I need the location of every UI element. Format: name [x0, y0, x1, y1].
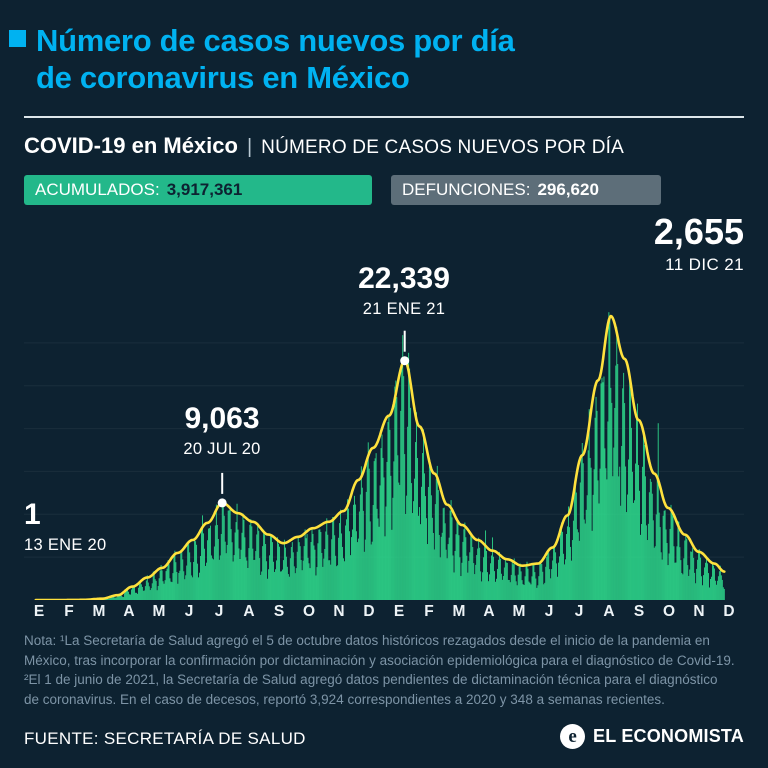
footnote-line: de coronavirus. En el caso de decesos, r…: [24, 691, 665, 707]
month-label: A: [603, 603, 615, 620]
month-label: F: [424, 603, 434, 620]
page-title-line2: de coronavirus en México: [36, 60, 410, 95]
month-label: D: [723, 603, 735, 620]
month-label: A: [243, 603, 255, 620]
month-label: J: [184, 603, 194, 620]
month-label: M: [152, 603, 166, 620]
month-label: D: [363, 603, 375, 620]
el-economista-logo-icon: e: [560, 724, 586, 749]
footnote-line: México, tras incorporar la confirmación …: [24, 652, 735, 668]
stat-badges: ACUMULADOS: 3,917,361 DEFUNCIONES: 296,6…: [24, 175, 661, 205]
subtitle-regular: NÚMERO DE CASOS NUEVOS POR DÍA: [261, 137, 624, 158]
month-label: S: [633, 603, 645, 620]
peak-annotation-jul-2020: 9,063 20 JUL 20: [183, 402, 260, 459]
accumulated-badge: ACUMULADOS: 3,917,361: [24, 175, 372, 205]
deaths-badge: DEFUNCIONES: 296,620: [391, 175, 661, 205]
latest-date: 11 DIC 21: [665, 255, 744, 274]
month-label: S: [273, 603, 285, 620]
subtitle-separator: |: [246, 136, 253, 158]
subtitle-bold: COVID-19 en México: [24, 133, 238, 158]
deaths-value: 296,620: [537, 180, 599, 199]
month-label: J: [214, 603, 224, 620]
first-case-value: 1: [24, 498, 41, 531]
peak2-date: 21 ENE 21: [362, 300, 446, 318]
month-label: O: [302, 603, 316, 620]
peak1-date: 20 JUL 20: [183, 440, 261, 458]
latest-value: 2,655: [653, 211, 744, 252]
month-label: F: [64, 603, 74, 620]
month-label: A: [483, 603, 495, 620]
accumulated-label: ACUMULADOS:: [35, 180, 160, 199]
peak2-value: 22,339: [358, 262, 450, 295]
footnote: Nota: ¹La Secretaría de Salud agregó el …: [24, 631, 748, 709]
month-label: E: [393, 603, 405, 620]
month-label: M: [92, 603, 106, 620]
month-label: J: [574, 603, 584, 620]
month-label: N: [693, 603, 705, 620]
footnote-line: Nota: ¹La Secretaría de Salud agregó el …: [24, 633, 710, 648]
month-label: M: [512, 603, 526, 620]
page-title-line1: Número de casos nuevos por día: [36, 23, 515, 58]
chart-area: [24, 300, 744, 602]
covid-daily-cases-chart: [24, 312, 744, 602]
peak1-value: 9,063: [184, 402, 260, 435]
latest-value-annotation: 2,655 11 DIC 21: [654, 212, 744, 275]
month-label: M: [452, 603, 466, 620]
publisher-name: EL ECONOMISTA: [593, 726, 744, 746]
month-label: E: [33, 603, 45, 620]
month-label: J: [544, 603, 554, 620]
publisher-brand: e EL ECONOMISTA: [560, 724, 744, 749]
month-label: O: [662, 603, 676, 620]
month-label: N: [333, 603, 345, 620]
accumulated-value: 3,917,361: [166, 180, 243, 199]
page-title: Número de casos nuevos por día de corona…: [36, 22, 515, 96]
month-label: A: [123, 603, 135, 620]
peak-annotation-jan-2021: 22,339 21 ENE 21: [358, 262, 450, 319]
title-divider: [24, 116, 744, 118]
deaths-label: DEFUNCIONES:: [402, 180, 531, 199]
first-case-annotation: 1 13 ENE 20: [24, 498, 107, 555]
source-credit: FUENTE: SECRETARÍA DE SALUD: [24, 729, 306, 748]
first-case-date: 13 ENE 20: [24, 536, 107, 554]
title-bullet-square: [9, 30, 26, 47]
chart-subtitle: COVID-19 en México | NÚMERO DE CASOS NUE…: [24, 133, 624, 159]
footnote-line: ²El 1 de junio de 2021, la Secretaría de…: [24, 672, 718, 687]
